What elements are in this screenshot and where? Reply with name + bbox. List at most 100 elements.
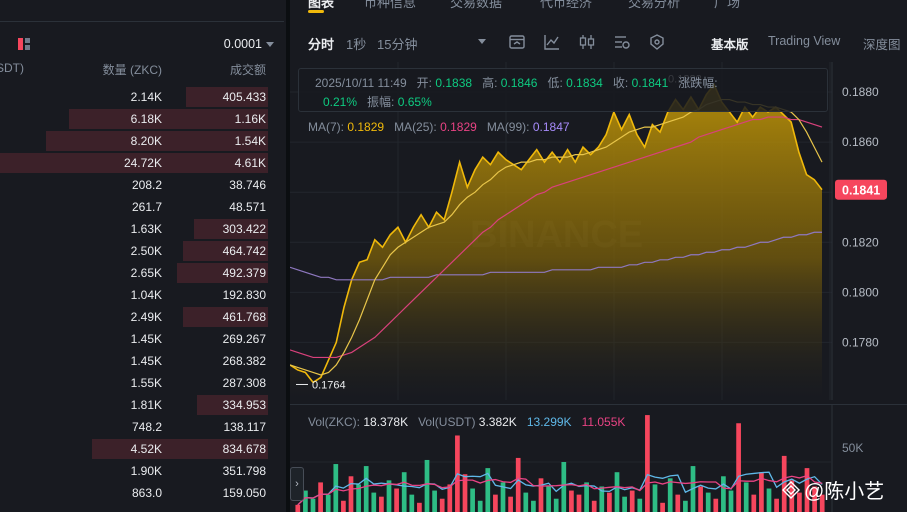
ma25-label: MA(25):: [394, 120, 437, 134]
price-chart[interactable]: BINANCE0.18830.17640.18800.18600.18400.1…: [290, 62, 907, 402]
price-chart-svg[interactable]: BINANCE0.18830.17640.18800.18600.18400.1…: [290, 62, 907, 402]
view-tradingview[interactable]: Trading View: [768, 34, 841, 48]
ask-total: 303.422: [222, 222, 266, 236]
ask-row[interactable]: 748.2 138.117: [0, 416, 284, 438]
ask-quantity: 208.2: [131, 178, 162, 192]
volume-bar: [379, 496, 384, 512]
volume-bar: [713, 498, 719, 512]
low-marker-label: 0.1764: [312, 379, 346, 391]
ask-row[interactable]: 1.81K 334.953: [0, 394, 284, 416]
volume-bar: [637, 498, 643, 512]
interval-15m[interactable]: 15分钟: [377, 37, 418, 52]
y-tick-label: 0.1780: [842, 335, 879, 349]
sell-orders-layout-icon[interactable]: [18, 38, 30, 50]
ask-row[interactable]: 1.04K 192.830: [0, 284, 284, 306]
low-label: 低:: [547, 76, 563, 90]
ohlc-info-box: 2025/10/11 11:49 开: 0.1838 高: 0.1846 低: …: [298, 68, 828, 112]
depth-bar: [194, 219, 268, 239]
tab-tokenomics[interactable]: 代币经济: [540, 0, 593, 10]
view-depth[interactable]: 深度图: [863, 38, 901, 52]
ask-quantity: 4.52K: [130, 442, 162, 456]
tab-square[interactable]: 广场: [714, 0, 741, 10]
ask-quantity: 1.55K: [130, 376, 162, 390]
ma99-value: 0.1847: [532, 120, 570, 134]
ask-row[interactable]: 863.0 159.050: [0, 482, 284, 504]
shield-icon[interactable]: [648, 33, 666, 51]
tab-trading-data[interactable]: 交易数据: [450, 0, 503, 10]
ask-row[interactable]: 2.65K 492.379: [0, 262, 284, 284]
interval-more-chevron-icon[interactable]: [478, 39, 486, 44]
ma25-line: [290, 116, 823, 359]
amplitude-label: 振幅:: [367, 95, 395, 109]
volume-bar: [591, 500, 597, 512]
volume-bar: [523, 492, 529, 512]
ask-quantity: 8.20K: [130, 134, 162, 148]
interval-1s[interactable]: 1秒: [346, 37, 367, 52]
volume-bar: [614, 472, 620, 512]
depth-bar: [0, 153, 268, 173]
volume-bar: [721, 476, 726, 512]
vol-zkc-label: Vol(ZKC):: [308, 415, 361, 429]
ask-row[interactable]: 2.50K 464.742: [0, 240, 284, 262]
ask-row[interactable]: 8.20K 1.54K: [0, 130, 284, 152]
volume-bar: [576, 494, 582, 512]
ask-row[interactable]: 261.7 48.571: [0, 196, 284, 218]
chevron-down-icon[interactable]: [266, 42, 274, 47]
line-chart-icon[interactable]: [543, 33, 561, 51]
vol-zkc-value: 18.378K: [363, 415, 409, 429]
ask-row[interactable]: 1.55K 287.308: [0, 372, 284, 394]
tab-trade-analysis[interactable]: 交易分析: [628, 0, 681, 10]
ask-quantity: 2.49K: [130, 310, 162, 324]
scroll-left-button[interactable]: ›: [290, 467, 304, 501]
ask-row[interactable]: 208.2 38.746: [0, 174, 284, 196]
volume-bar: [394, 488, 399, 512]
ask-total: 287.308: [222, 376, 266, 390]
ask-row[interactable]: 1.90K 351.798: [0, 460, 284, 482]
ask-total: 492.379: [222, 266, 266, 280]
ask-total: 405.433: [222, 90, 266, 104]
volume-bar: [766, 488, 772, 512]
interval-time-sharing[interactable]: 分时: [308, 37, 335, 52]
ask-row[interactable]: 6.18K 1.16K: [0, 108, 284, 130]
ask-total: 1.16K: [234, 112, 266, 126]
vol-usdt-label: Vol(USDT): [418, 415, 476, 429]
ask-quantity: 2.50K: [130, 244, 162, 258]
ask-total: 464.742: [222, 244, 266, 258]
ask-quantity: 261.7: [131, 200, 162, 214]
ask-rows: 2.14K 405.433 6.18K 1.16K 8.20K 1.54K 24.72K 4.…: [0, 86, 284, 504]
precision-select[interactable]: 0.0001: [223, 37, 262, 51]
volume-chart[interactable]: Vol(ZKC): 18.378K Vol(USDT) 3.382K 13.29…: [290, 404, 907, 512]
ask-row[interactable]: 2.49K 461.768: [0, 306, 284, 328]
volume-chart-svg[interactable]: [290, 405, 907, 512]
ma99-label: MA(99):: [486, 120, 530, 134]
ask-quantity: 1.04K: [130, 288, 162, 302]
tab-coin-info[interactable]: 币种信息: [364, 0, 417, 10]
depth-bar: [177, 263, 268, 283]
depth-bar: [46, 131, 268, 151]
ask-row[interactable]: 1.45K 269.267: [0, 328, 284, 350]
view-basic[interactable]: 基本版: [711, 38, 749, 52]
volume-bar: [477, 500, 483, 512]
ask-row[interactable]: 24.72K 4.61K: [0, 152, 284, 174]
ask-row[interactable]: 2.14K 405.433: [0, 86, 284, 108]
ask-quantity: 863.0: [131, 486, 162, 500]
depth-bar: [183, 241, 268, 261]
volume-bar: [660, 502, 665, 512]
volume-bar: [401, 472, 407, 512]
tab-chart[interactable]: 图表: [308, 0, 335, 10]
volume-bar: [493, 494, 498, 512]
y-tick-label: 0.1800: [842, 285, 879, 299]
candle-icon[interactable]: [578, 33, 596, 51]
vol-ma-b-value: 11.055K: [581, 415, 626, 429]
volume-bar: [538, 478, 544, 512]
ask-row[interactable]: 1.45K 268.382: [0, 350, 284, 372]
indicator-settings-icon[interactable]: [508, 33, 526, 51]
ask-row[interactable]: 1.63K 303.422: [0, 218, 284, 240]
amplitude-value: 0.65%: [397, 95, 432, 109]
total-column-header: 成交额: [229, 63, 266, 77]
drawing-icon[interactable]: [613, 33, 631, 51]
ask-row[interactable]: 4.52K 834.678: [0, 438, 284, 460]
volume-bar: [667, 478, 673, 512]
ask-quantity: 1.45K: [130, 332, 162, 346]
depth-bar: [183, 307, 268, 327]
